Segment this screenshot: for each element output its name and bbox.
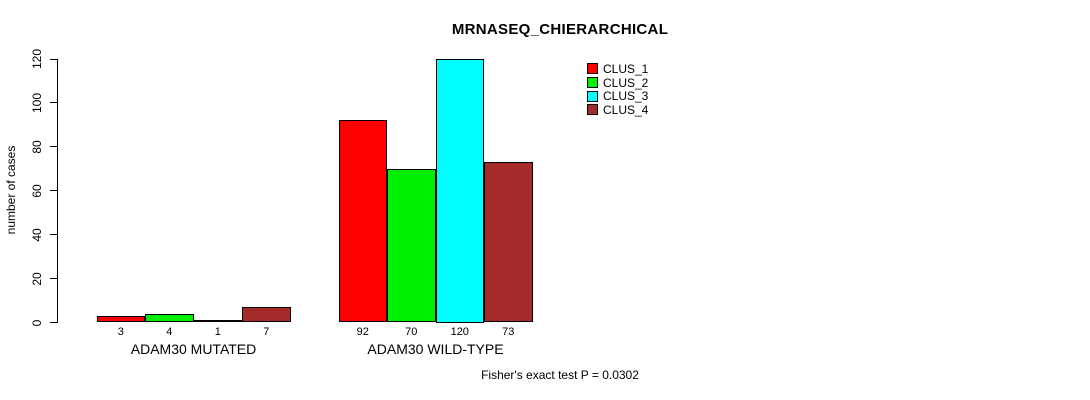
bar-clus_3-adam30-wild-type: [435, 59, 484, 323]
bar-clus_4-adam30-wild-type: [484, 162, 533, 323]
bar-value-label: 120: [450, 326, 469, 338]
bar-value-label: 70: [405, 326, 418, 338]
y-tick-label: 40: [30, 227, 44, 242]
y-axis-line: [57, 59, 58, 323]
y-tick-mark: [50, 234, 57, 236]
y-tick-mark: [50, 102, 57, 104]
y-tick-mark: [50, 190, 57, 192]
y-tick-mark: [50, 146, 57, 148]
y-tick-label: 60: [30, 184, 44, 198]
y-tick-mark: [50, 322, 57, 323]
category-label: ADAM30 WILD-TYPE: [367, 341, 504, 357]
bar-value-label: 4: [166, 326, 173, 338]
legend-swatch: [587, 63, 598, 75]
legend-item: CLUS_4: [587, 103, 648, 117]
legend-item: CLUS_2: [587, 76, 648, 90]
legend-swatch: [587, 77, 598, 89]
chart-title: MRNASEQ_CHIERARCHICAL: [451, 21, 669, 38]
legend-label: CLUS_2: [603, 75, 649, 90]
y-tick-mark: [50, 278, 57, 280]
y-tick-label: 0: [30, 319, 44, 326]
legend-item: CLUS_3: [587, 89, 648, 103]
stat-annotation: Fisher's exact test P = 0.0302: [481, 368, 639, 382]
bar-clus_4-adam30-mutated: [242, 307, 291, 323]
bar-clus_1-adam30-wild-type: [338, 120, 387, 323]
y-tick-label: 120: [30, 48, 44, 70]
bar-value-label: 3: [117, 326, 124, 338]
legend-swatch: [587, 104, 598, 116]
y-tick-mark: [50, 58, 57, 60]
bar-value-label: 73: [502, 326, 515, 338]
bar-value-label: 1: [214, 326, 221, 338]
bar-clus_2-adam30-wild-type: [387, 168, 436, 323]
category-label: ADAM30 MUTATED: [130, 341, 257, 357]
bar-value-label: 92: [356, 326, 369, 338]
y-axis-label: number of cases: [4, 145, 18, 235]
bar-clus_3-adam30-mutated: [193, 320, 242, 323]
legend: CLUS_1 CLUS_2 CLUS_3 CLUS_4: [587, 62, 648, 117]
legend-label: CLUS_3: [603, 89, 649, 104]
bar-clus_1-adam30-mutated: [96, 315, 145, 323]
y-tick-label: 80: [30, 140, 44, 154]
y-tick-label: 20: [30, 271, 44, 286]
legend-label: CLUS_1: [603, 61, 649, 76]
legend-item: CLUS_1: [587, 62, 648, 76]
legend-swatch: [587, 90, 598, 102]
y-tick-label: 100: [30, 92, 44, 113]
legend-label: CLUS_4: [603, 102, 649, 117]
bar-value-label: 7: [263, 326, 270, 338]
bar-clus_2-adam30-mutated: [145, 313, 194, 323]
